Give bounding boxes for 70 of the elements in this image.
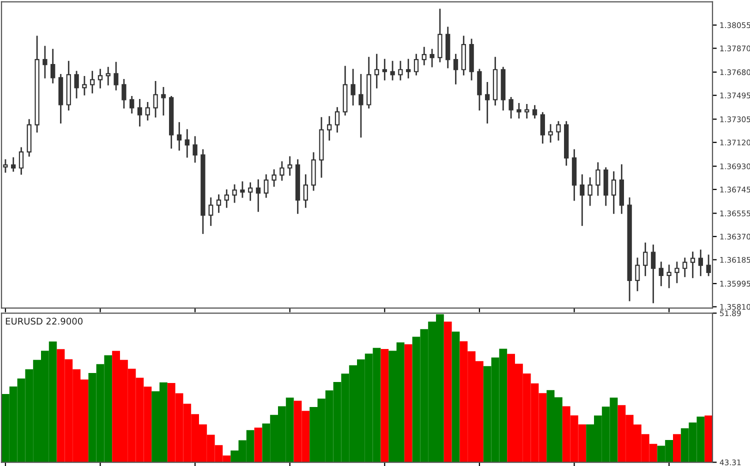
candlestick <box>334 107 340 133</box>
candlestick <box>153 80 158 118</box>
candlestick <box>706 254 711 276</box>
candlestick <box>477 68 482 110</box>
candlestick <box>406 58 411 78</box>
candlestick <box>98 68 103 88</box>
candlestick <box>643 242 648 276</box>
candlestick <box>240 181 245 198</box>
candlestick <box>674 262 680 284</box>
candlestick <box>303 174 308 208</box>
candlestick <box>90 70 95 94</box>
candlestick <box>74 70 79 98</box>
candlestick <box>208 197 214 226</box>
candlestick <box>524 104 530 118</box>
candlestick <box>256 179 261 212</box>
candlestick <box>650 244 656 304</box>
candlestick <box>358 74 364 138</box>
candlestick <box>422 46 426 66</box>
candlestick <box>658 262 664 286</box>
candlestick <box>508 97 514 118</box>
candlestick <box>42 46 48 78</box>
candlestick <box>690 252 696 278</box>
candlestick <box>485 82 490 124</box>
candlestick <box>438 8 442 62</box>
candlestick <box>272 169 276 187</box>
candlestick <box>106 66 110 86</box>
candlestick <box>596 162 600 196</box>
candlestick <box>11 157 16 172</box>
candlestick <box>145 102 150 121</box>
candlestick <box>161 86 166 116</box>
candlestick <box>556 121 561 141</box>
candlestick <box>350 68 356 106</box>
candlestick <box>390 60 395 80</box>
candlestick <box>698 250 703 276</box>
candlestick <box>82 76 87 96</box>
candlestick <box>548 124 553 143</box>
candlestick <box>374 54 380 88</box>
candlestick <box>635 258 640 292</box>
candlestick <box>184 129 190 158</box>
candlestick <box>137 99 142 127</box>
candlestick <box>50 48 56 84</box>
candlestick <box>264 174 268 198</box>
candlestick <box>192 136 198 163</box>
candlestick <box>682 258 688 278</box>
candlestick <box>453 54 458 84</box>
candlestick <box>3 159 8 173</box>
candlestick <box>130 96 134 114</box>
candlestick <box>224 189 229 208</box>
candlestick <box>114 62 118 90</box>
candlestick <box>540 112 545 144</box>
candlestick <box>288 156 292 176</box>
candlestick <box>18 147 24 175</box>
candlestick <box>532 105 538 118</box>
candlestick <box>516 103 522 118</box>
candlestick <box>398 60 403 80</box>
candlestick <box>280 161 284 181</box>
candlestick <box>382 58 387 80</box>
candlestick <box>580 174 584 226</box>
candlestick <box>588 177 592 206</box>
candlestick <box>232 184 237 203</box>
candlestick <box>611 171 616 214</box>
candlestick <box>248 182 253 201</box>
candlestick <box>666 264 672 288</box>
candlestick <box>414 54 419 76</box>
candlestick <box>176 122 182 151</box>
candlestick <box>430 48 434 68</box>
candlestick <box>122 78 126 108</box>
chart-title: EURUSD 22.9000 <box>6 318 83 325</box>
candlestick <box>216 194 222 213</box>
candlestick <box>327 116 332 141</box>
